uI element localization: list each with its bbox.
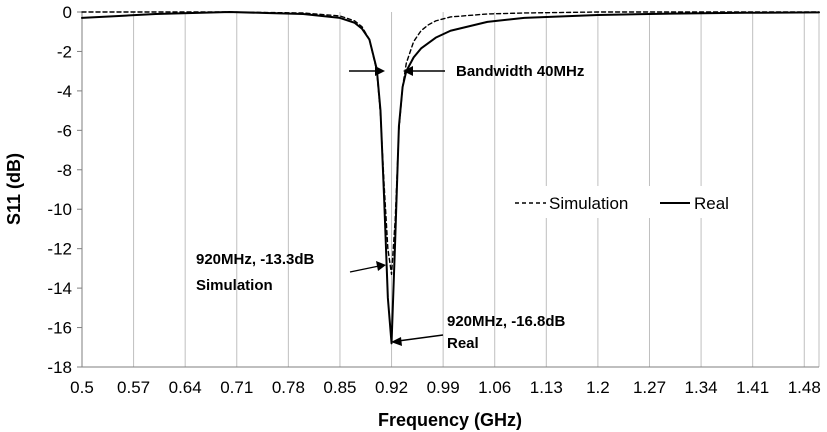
annotation-simulation-point: 920MHz, -13.3dB <box>196 251 315 268</box>
y-tick-label: -8 <box>57 161 72 180</box>
annotation-real-label: Real <box>447 335 479 352</box>
y-tick-label: -4 <box>57 82 72 101</box>
x-tick-label: 0.99 <box>427 378 460 397</box>
x-axis-title: Frequency (GHz) <box>378 410 522 430</box>
x-tick-label: 1.13 <box>530 378 563 397</box>
x-tick-label: 0.92 <box>375 378 408 397</box>
annotation-simulation-label: Simulation <box>196 277 273 294</box>
axes-layer <box>77 11 819 368</box>
bandwidth-left-arrow <box>349 66 385 76</box>
series-line-simulation <box>81 11 820 276</box>
simulation-point-arrow <box>349 261 386 273</box>
legend-background <box>505 186 750 218</box>
x-tick-label: 0.5 <box>70 378 94 397</box>
x-tick-label: 0.64 <box>169 378 202 397</box>
x-tick-label: 1.06 <box>478 378 511 397</box>
y-tick-label: -14 <box>47 279 72 298</box>
y-tick-label: -12 <box>47 240 72 259</box>
x-tick-label: 0.78 <box>272 378 305 397</box>
x-tick-label: 1.2 <box>586 378 610 397</box>
legend-real-label: Real <box>694 194 729 213</box>
legend: Simulation Real <box>505 186 750 218</box>
x-tick-label: 0.85 <box>323 378 356 397</box>
x-tick-label: 1.48 <box>788 378 821 397</box>
y-tick-label: -16 <box>47 319 72 338</box>
y-axis-title: S11 (dB) <box>4 153 24 225</box>
y-tick-label: 0 <box>63 3 72 22</box>
x-tick-label: 0.57 <box>117 378 150 397</box>
x-tick-label: 0.71 <box>220 378 253 397</box>
annotation-real-point: 920MHz, -16.8dB <box>447 313 566 330</box>
annotation-bandwidth: Bandwidth 40MHz <box>456 63 584 80</box>
y-tick-label: -6 <box>57 121 72 140</box>
series-layer <box>81 11 820 345</box>
y-tick-label: -2 <box>57 42 72 61</box>
x-tick-label: 1.27 <box>633 378 666 397</box>
x-tick-label: 1.41 <box>736 378 769 397</box>
annotations-layer: Bandwidth 40MHz 920MHz, -13.3dB Simulati… <box>196 63 584 352</box>
x-tick-label: 1.34 <box>685 378 718 397</box>
y-tick-label: -10 <box>47 200 72 219</box>
bandwidth-right-arrow <box>403 66 445 76</box>
y-tick-label: -18 <box>47 358 72 377</box>
real-point-arrow <box>391 334 444 346</box>
legend-simulation-label: Simulation <box>549 194 628 213</box>
series-line-real <box>81 11 820 345</box>
tick-label-layer: 0 -2 -4 -6 -8 -10 -12 -14 -16 -180.5 0.57 0.64 0.71 0… <box>47 3 820 397</box>
